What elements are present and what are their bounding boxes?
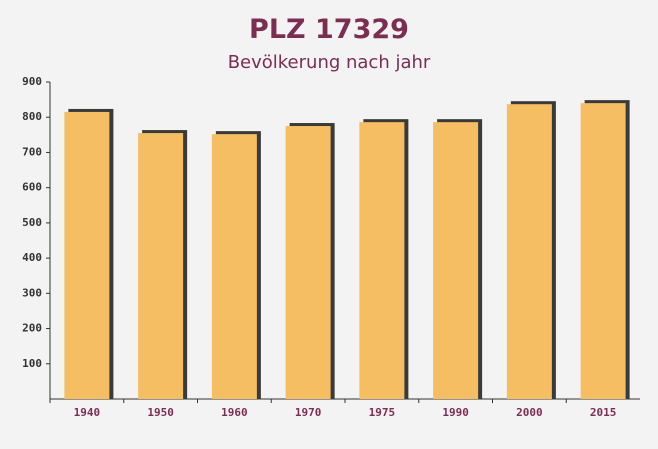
y-tick-label: 800: [22, 110, 42, 123]
y-tick-label: 500: [22, 216, 42, 229]
x-tick-label: 2000: [516, 406, 543, 419]
x-tick-label: 1940: [74, 406, 101, 419]
x-tick-label: 1990: [442, 406, 469, 419]
y-tick-label: 200: [22, 322, 42, 335]
bar: [285, 126, 331, 400]
y-tick-label: 300: [22, 286, 42, 299]
bar: [64, 111, 110, 399]
y-tick-label: 900: [22, 75, 42, 88]
bar: [506, 104, 552, 399]
bar: [359, 122, 405, 400]
x-tick-label: 1960: [221, 406, 248, 419]
bar: [211, 134, 257, 399]
chart-title: PLZ 17329: [249, 14, 409, 45]
bar: [580, 103, 626, 399]
x-tick-label: 1970: [295, 406, 322, 419]
x-tick-label: 2015: [590, 406, 617, 419]
y-tick-label: 700: [22, 145, 42, 158]
y-tick-label: 100: [22, 357, 42, 370]
y-tick-label: 600: [22, 181, 42, 194]
chart-subtitle: Bevölkerung nach jahr: [228, 52, 431, 73]
x-tick-label: 1975: [369, 406, 396, 419]
y-tick-label: 400: [22, 251, 42, 264]
bar: [138, 133, 184, 400]
bar: [433, 122, 479, 400]
x-tick-label: 1950: [147, 406, 174, 419]
